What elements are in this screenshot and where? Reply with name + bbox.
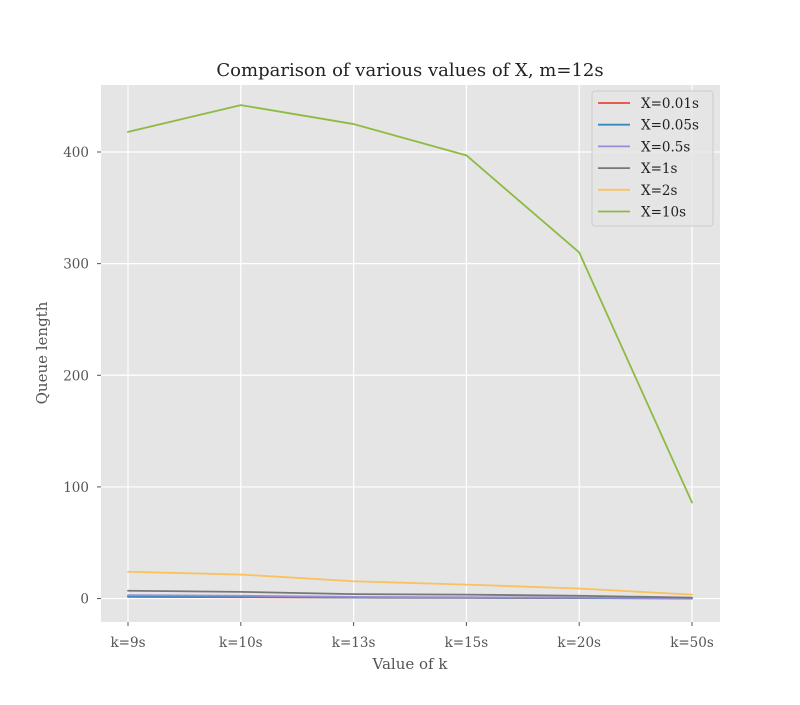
series-lines	[127, 104, 693, 600]
legend-label: X=2s	[641, 183, 678, 199]
legend: X=0.01s X=0.05s X=0.5s X=1s X=2s X=10s	[591, 90, 714, 227]
y-axis-label: Queue length	[33, 301, 51, 404]
x-axis-label: Value of k	[372, 655, 449, 673]
x-tick-label: k=50s	[670, 635, 714, 651]
y-tick-label: 100	[63, 480, 89, 496]
legend-label: X=0.5s	[641, 139, 690, 155]
legend-label: X=10s	[641, 205, 686, 221]
x-tick-label: k=13s	[332, 635, 376, 651]
legend-label: X=1s	[641, 161, 678, 177]
x-tick-label: k=9s	[110, 635, 145, 651]
legend-label: X=0.01s	[641, 96, 699, 112]
x-tick-label: k=20s	[557, 635, 601, 651]
series-line-x-10s	[127, 104, 693, 504]
chart-title: Comparison of various values of X, m=12s	[216, 60, 603, 81]
y-tick-label: 300	[63, 257, 89, 273]
x-tick-label: k=10s	[219, 635, 263, 651]
y-tick-label: 0	[80, 592, 89, 608]
y-tick-label: 400	[63, 145, 89, 161]
series-line-x-0-5s	[127, 594, 693, 600]
x-tick-label: k=15s	[445, 635, 489, 651]
y-tick-label: 200	[63, 368, 89, 384]
axis-ticks: k=9s k=10s k=13s k=15s k=20s k=50s 0 100 200 300 4…	[63, 145, 714, 651]
series-line-x-2s	[127, 570, 693, 596]
series-line-x-1s	[127, 589, 693, 599]
legend-label: X=0.05s	[641, 118, 699, 134]
